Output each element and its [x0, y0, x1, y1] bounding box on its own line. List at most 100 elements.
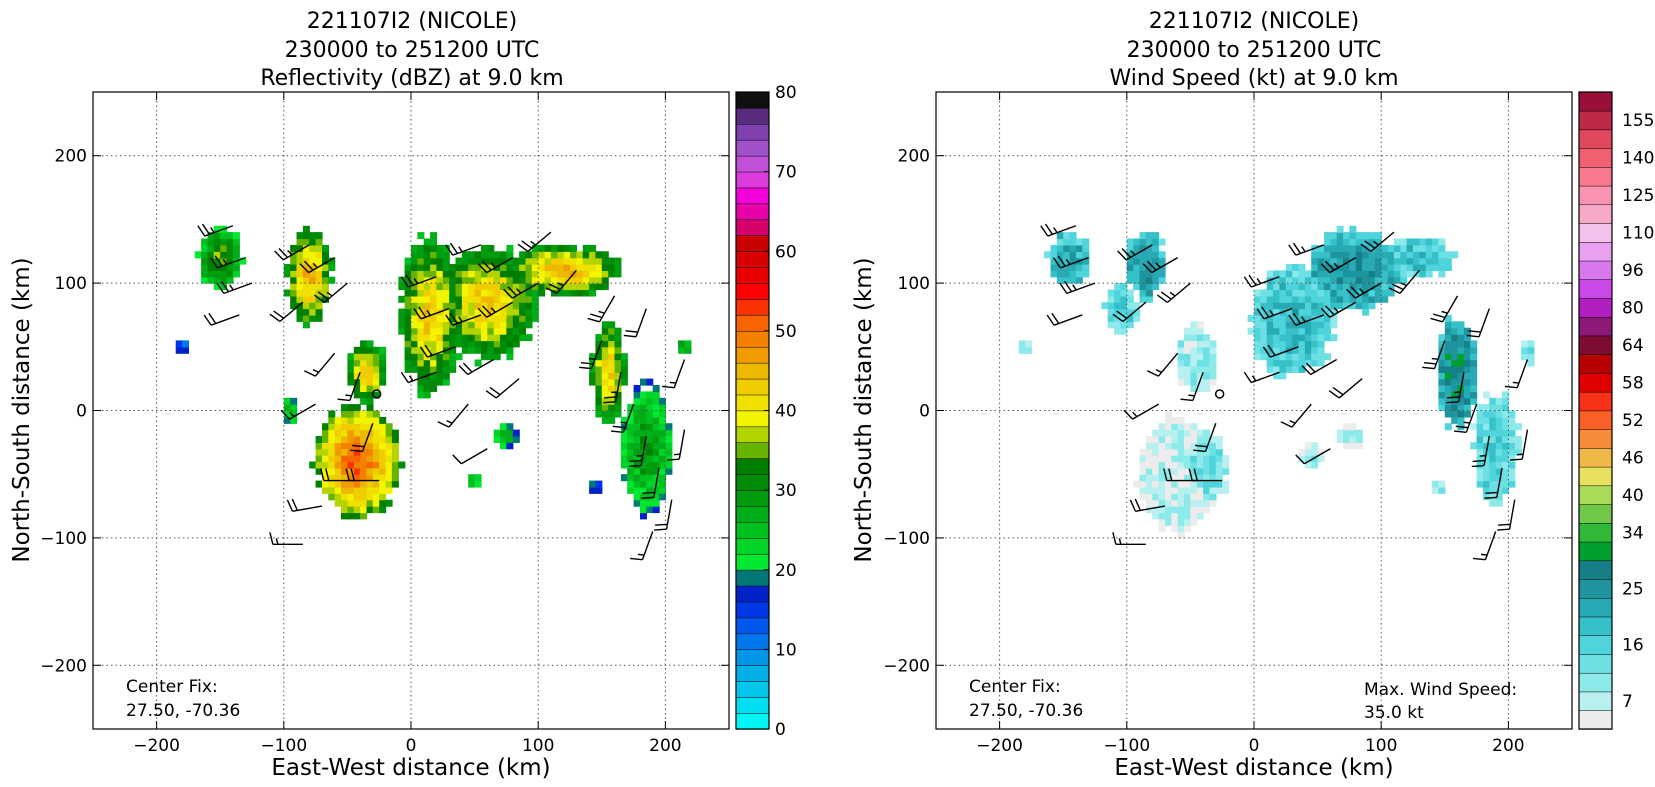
field-cell	[436, 270, 444, 278]
field-cell	[601, 410, 609, 418]
field-cell	[1203, 442, 1211, 450]
field-cell	[1304, 289, 1312, 297]
field-cell	[1279, 289, 1287, 297]
colorbar-segment	[735, 123, 770, 141]
field-cell	[1457, 346, 1465, 354]
field-cell	[544, 251, 552, 259]
field-cell	[1209, 474, 1217, 482]
field-cell	[1152, 455, 1160, 463]
field-cell	[411, 327, 418, 335]
field-cell	[449, 302, 457, 310]
field-cell	[334, 474, 342, 482]
field-cell	[627, 486, 635, 494]
field-cell	[1502, 397, 1509, 405]
field-cell	[678, 346, 686, 354]
field-cell	[1145, 442, 1153, 450]
field-cell	[500, 346, 507, 354]
field-cell	[423, 270, 431, 278]
field-cell	[468, 289, 476, 297]
field-cell	[1145, 506, 1153, 514]
field-cell	[1451, 359, 1459, 367]
field-cell	[538, 244, 546, 252]
field-cell	[372, 423, 380, 431]
field-cell	[1126, 276, 1134, 284]
field-cell	[322, 295, 329, 303]
field-cell	[1184, 365, 1191, 373]
field-cell	[213, 257, 221, 265]
colorbar-segment	[1578, 316, 1613, 337]
field-cell	[474, 276, 482, 284]
field-cell	[1368, 238, 1376, 246]
field-cell	[1330, 257, 1338, 265]
field-cell	[1463, 346, 1471, 354]
field-cell	[652, 442, 660, 450]
field-cell	[1457, 416, 1465, 424]
colorbar-tick-label: 80	[775, 83, 797, 103]
field-cell	[595, 359, 603, 367]
field-cell	[226, 270, 234, 278]
field-cell	[322, 461, 329, 469]
field-cell	[1165, 506, 1172, 514]
field-cell	[461, 283, 469, 291]
field-cell	[1457, 397, 1465, 405]
wind-barb	[419, 344, 456, 358]
field-cell	[1184, 486, 1191, 494]
colorbar-segment	[735, 330, 770, 348]
field-cell	[481, 308, 488, 316]
field-cell	[1158, 270, 1166, 278]
field-cell	[1196, 359, 1204, 367]
field-cell	[1260, 334, 1268, 342]
field-cell	[640, 467, 647, 475]
field-cell	[633, 499, 641, 507]
field-cell	[334, 436, 342, 443]
field-cell	[430, 359, 438, 367]
field-cell	[1324, 238, 1331, 246]
field-cell	[1438, 391, 1446, 399]
field-cell	[500, 327, 507, 335]
field-cell	[302, 225, 310, 233]
field-cell	[1311, 289, 1319, 297]
field-cell	[1177, 365, 1185, 373]
field-cell	[1190, 474, 1198, 482]
field-cell	[627, 455, 635, 463]
field-cell	[659, 429, 666, 437]
right-grid	[936, 92, 1572, 729]
field-cell	[404, 321, 412, 329]
field-cell	[347, 423, 355, 431]
field-cell	[1209, 467, 1217, 475]
field-cell	[481, 283, 488, 291]
field-cell	[1311, 270, 1319, 278]
field-cell	[461, 346, 469, 354]
field-cell	[1374, 264, 1382, 271]
field-cell	[1120, 302, 1128, 310]
field-cell	[1368, 244, 1376, 252]
field-cell	[442, 340, 450, 348]
field-cell	[1317, 346, 1325, 354]
field-cell	[487, 276, 495, 284]
field-cell	[1349, 283, 1357, 291]
field-cell	[589, 359, 597, 367]
field-cell	[1304, 455, 1312, 463]
field-cell	[1215, 448, 1223, 456]
field-cell	[461, 257, 469, 265]
field-cell	[640, 512, 647, 520]
field-cell	[220, 257, 228, 265]
field-cell	[411, 257, 418, 265]
field-cell	[1292, 270, 1300, 278]
field-cell	[595, 397, 603, 405]
field-cell	[436, 276, 444, 284]
field-cell	[290, 270, 298, 278]
wind-barb	[274, 244, 310, 261]
field-cell	[220, 270, 228, 278]
field-cell	[1438, 404, 1446, 412]
field-cell	[1266, 346, 1274, 354]
field-cell	[652, 448, 660, 456]
field-cell	[1304, 448, 1312, 456]
field-cell	[1336, 251, 1344, 259]
field-cell	[341, 486, 348, 494]
field-cell	[442, 257, 450, 265]
field-cell	[608, 340, 616, 348]
field-cell	[1209, 448, 1217, 456]
field-cell	[493, 327, 501, 335]
field-cell	[442, 327, 450, 335]
